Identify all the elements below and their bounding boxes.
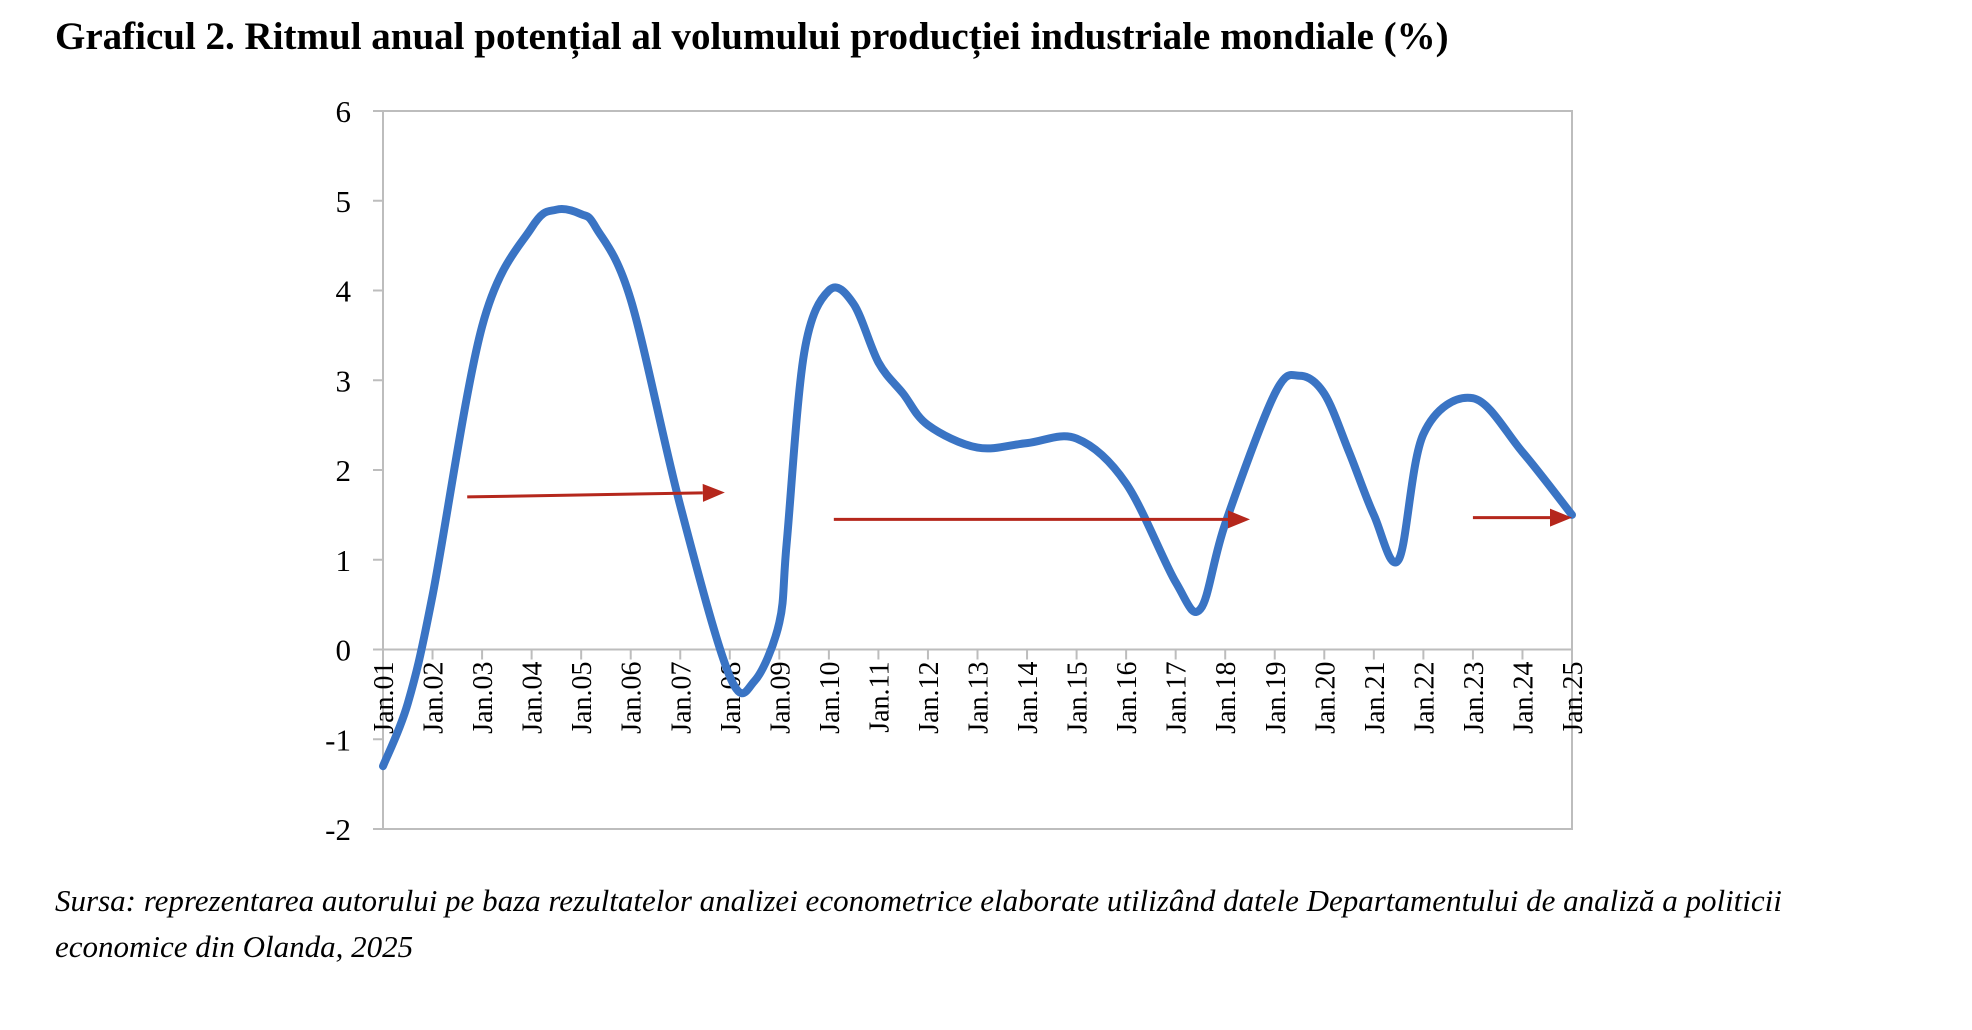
x-tick-label: Jan.18 <box>1211 662 1242 734</box>
y-tick-label: 4 <box>336 274 352 309</box>
series-line <box>379 205 1576 771</box>
x-tick-label: Jan.07 <box>666 662 697 734</box>
y-tick-label: -1 <box>325 722 351 757</box>
trend-arrow <box>467 491 703 499</box>
x-tick-label: Jan.23 <box>1459 662 1490 734</box>
arrow-layer <box>467 483 1572 529</box>
x-tick-label: Jan.22 <box>1409 662 1440 734</box>
trend-arrow-head <box>1550 508 1572 527</box>
x-tick-label: Jan.19 <box>1261 662 1292 734</box>
x-tick-label: Jan.09 <box>765 662 796 734</box>
y-tick-label: -2 <box>325 812 351 847</box>
y-tick-label: 1 <box>336 543 352 578</box>
x-tick-label: Jan.03 <box>468 662 499 734</box>
x-tick-label: Jan.20 <box>1310 662 1341 734</box>
x-tick-label: Jan.14 <box>1013 662 1044 734</box>
x-tick-label: Jan.11 <box>864 662 895 733</box>
x-tick-label: Jan.17 <box>1162 662 1193 734</box>
source-note: Sursa: reprezentarea autorului pe baza r… <box>55 883 1782 964</box>
axes-layer: 6 5 4 3 2 1 0 -1 -2 Jan.01 Jan.02 Jan.03 Jan.04 Jan.0… <box>325 94 1589 847</box>
y-tick-label: 3 <box>336 363 352 398</box>
x-tick-label: Jan.15 <box>1063 662 1094 734</box>
x-tick-label: Jan.24 <box>1508 662 1539 734</box>
x-tick-label: Jan.02 <box>419 662 450 734</box>
x-tick-label: Jan.25 <box>1558 662 1589 734</box>
trend-arrow-head <box>1227 510 1250 529</box>
x-tick-label: Jan.21 <box>1360 662 1391 734</box>
x-tick-label: Jan.13 <box>964 662 995 734</box>
y-tick-label: 0 <box>336 633 352 668</box>
x-tick-label: Jan.12 <box>914 662 945 734</box>
y-tick-label: 2 <box>336 453 352 488</box>
chart-title: Graficul 2. Ritmul anual potențial al vo… <box>55 15 1449 58</box>
x-tick-label: Jan.05 <box>567 662 598 734</box>
x-tick-label: Jan.04 <box>518 662 549 734</box>
x-tick-label: Jan.16 <box>1112 662 1143 734</box>
trend-arrow-head <box>702 483 725 502</box>
x-tick-label: Jan.01 <box>369 662 400 734</box>
y-tick-label: 6 <box>336 94 352 129</box>
x-tick-label: Jan.10 <box>815 662 846 734</box>
series-layer <box>379 205 1576 771</box>
x-tick-label: Jan.06 <box>617 662 648 734</box>
y-tick-label: 5 <box>336 184 352 219</box>
